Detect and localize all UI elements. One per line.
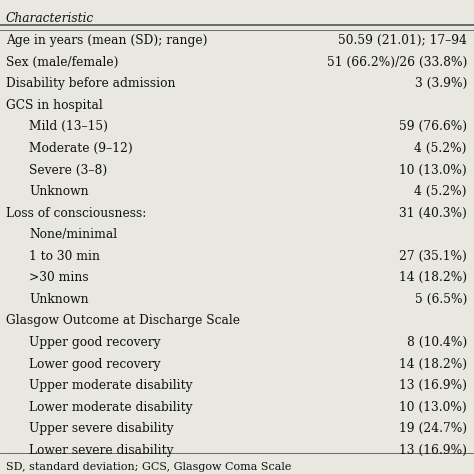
Text: 19 (24.7%): 19 (24.7%)	[399, 422, 467, 435]
Text: 14 (18.2%): 14 (18.2%)	[399, 271, 467, 284]
Text: Unknown: Unknown	[29, 293, 89, 306]
Text: Loss of consciousness:: Loss of consciousness:	[6, 207, 146, 219]
Text: 10 (13.0%): 10 (13.0%)	[399, 164, 467, 176]
Text: Severe (3–8): Severe (3–8)	[29, 164, 108, 176]
Text: 59 (76.6%): 59 (76.6%)	[399, 120, 467, 133]
Text: None/minimal: None/minimal	[29, 228, 118, 241]
Text: >30 mins: >30 mins	[29, 271, 89, 284]
Text: 4 (5.2%): 4 (5.2%)	[414, 142, 467, 155]
Text: Glasgow Outcome at Discharge Scale: Glasgow Outcome at Discharge Scale	[6, 315, 240, 328]
Text: Upper good recovery: Upper good recovery	[29, 336, 161, 349]
Text: 50.59 (21.01); 17–94: 50.59 (21.01); 17–94	[338, 34, 467, 47]
Text: SD, standard deviation; GCS, Glasgow Coma Scale: SD, standard deviation; GCS, Glasgow Com…	[6, 462, 291, 472]
Text: Moderate (9–12): Moderate (9–12)	[29, 142, 133, 155]
Text: 4 (5.2%): 4 (5.2%)	[414, 185, 467, 198]
Text: 10 (13.0%): 10 (13.0%)	[399, 401, 467, 414]
Text: 14 (18.2%): 14 (18.2%)	[399, 357, 467, 371]
Text: 13 (16.9%): 13 (16.9%)	[399, 379, 467, 392]
Text: Upper severe disability: Upper severe disability	[29, 422, 174, 435]
Text: Lower good recovery: Lower good recovery	[29, 357, 161, 371]
Text: GCS in hospital: GCS in hospital	[6, 99, 102, 112]
Text: 27 (35.1%): 27 (35.1%)	[399, 250, 467, 263]
Text: Characteristic: Characteristic	[6, 12, 94, 25]
Text: Mild (13–15): Mild (13–15)	[29, 120, 109, 133]
Text: Unknown: Unknown	[29, 185, 89, 198]
Text: Sex (male/female): Sex (male/female)	[6, 56, 118, 69]
Text: 51 (66.2%)/26 (33.8%): 51 (66.2%)/26 (33.8%)	[327, 56, 467, 69]
Text: 8 (10.4%): 8 (10.4%)	[407, 336, 467, 349]
Text: 13 (16.9%): 13 (16.9%)	[399, 444, 467, 457]
Text: Disability before admission: Disability before admission	[6, 77, 175, 90]
Text: 3 (3.9%): 3 (3.9%)	[415, 77, 467, 90]
Text: Age in years (mean (SD); range): Age in years (mean (SD); range)	[6, 34, 207, 47]
Text: 31 (40.3%): 31 (40.3%)	[399, 207, 467, 219]
Text: Lower moderate disability: Lower moderate disability	[29, 401, 193, 414]
Text: Lower severe disability: Lower severe disability	[29, 444, 174, 457]
Text: 1 to 30 min: 1 to 30 min	[29, 250, 100, 263]
Text: Upper moderate disability: Upper moderate disability	[29, 379, 193, 392]
Text: 5 (6.5%): 5 (6.5%)	[415, 293, 467, 306]
